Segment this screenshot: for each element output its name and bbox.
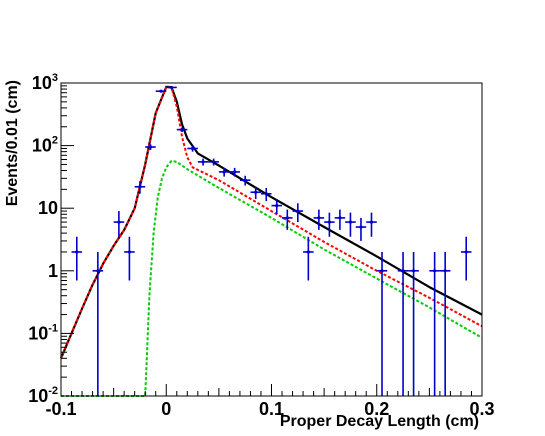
data-point (376, 251, 388, 396)
fit-curves (59, 85, 483, 397)
point-marker (222, 170, 226, 174)
point-marker (148, 145, 153, 149)
plot-frame (60, 82, 483, 397)
point-marker (201, 160, 205, 164)
data-point (197, 158, 209, 166)
data-point (92, 251, 104, 396)
data-point (345, 212, 356, 237)
point-marker (96, 269, 100, 273)
data-point (303, 236, 314, 281)
y-tick-label: 1 (48, 261, 58, 281)
data-point (218, 167, 230, 177)
x-tick-label: 0.2 (364, 399, 389, 419)
data-point (187, 145, 198, 152)
data-point (408, 251, 419, 396)
point-marker (254, 190, 258, 194)
data-point (166, 85, 177, 90)
point-marker (306, 250, 310, 254)
point-marker (190, 146, 195, 151)
point-marker (433, 269, 437, 273)
point-marker (243, 178, 247, 182)
point-marker (138, 185, 142, 189)
data-point (229, 167, 240, 177)
data-points (71, 85, 472, 396)
data-point (324, 212, 335, 237)
point-marker (464, 250, 468, 254)
point-marker (127, 250, 132, 254)
data-point (113, 211, 125, 237)
x-axis: -0.1 0 0.1 0.2 0.3 (45, 384, 495, 419)
y-tick-label: 10 (38, 198, 58, 218)
x-tick-label: 0 (161, 399, 171, 419)
point-marker (380, 269, 384, 273)
data-point (366, 212, 377, 237)
point-marker (369, 220, 374, 224)
data-point (71, 236, 83, 281)
y-tick-label: 102 (32, 135, 58, 156)
data-point (134, 181, 146, 194)
data-point (250, 186, 261, 200)
point-marker (359, 225, 363, 229)
data-point (460, 236, 472, 281)
point-marker (75, 250, 79, 254)
point-marker (296, 209, 300, 213)
y-tick-label: 10-1 (28, 322, 58, 343)
point-marker (233, 170, 237, 174)
y-axis: 10-2 10-1 1 10 102 103 (28, 72, 74, 406)
y-tick-label: 103 (32, 72, 58, 93)
data-point (176, 127, 188, 132)
point-marker (180, 128, 184, 132)
y-tick-label: 10-2 (28, 385, 58, 406)
data-point (282, 209, 293, 230)
data-point (439, 251, 451, 396)
data-point (397, 251, 409, 396)
point-marker (411, 269, 416, 273)
data-point (260, 188, 272, 202)
x-axis-title: Proper Decay Length (cm) (280, 413, 479, 430)
x-tick-label: 0.3 (469, 399, 494, 419)
data-point (239, 175, 251, 186)
point-marker (285, 216, 289, 220)
data-point (355, 217, 367, 241)
data-point (145, 144, 156, 151)
data-point (124, 236, 135, 281)
x-tick-label: 0.1 (259, 399, 284, 419)
point-marker (212, 160, 216, 164)
point-marker (159, 89, 163, 93)
point-marker (169, 85, 174, 90)
point-marker (275, 204, 279, 208)
point-marker (327, 220, 331, 224)
fit-curve-3 (61, 159, 483, 397)
point-marker (348, 220, 353, 224)
point-marker (264, 192, 268, 196)
data-point (208, 158, 219, 166)
frame-box (60, 82, 483, 397)
point-marker (317, 216, 321, 220)
point-marker (443, 269, 447, 273)
point-marker (401, 269, 405, 273)
data-point (429, 251, 440, 396)
data-point (271, 199, 283, 215)
data-point (334, 209, 346, 230)
point-marker (338, 216, 342, 220)
x-tick-label: -0.1 (45, 399, 76, 419)
point-marker (117, 220, 121, 224)
y-axis-title: Events/0.01 (cm) (4, 80, 21, 206)
data-point (292, 203, 304, 223)
data-point (313, 209, 325, 230)
data-point (155, 89, 167, 93)
